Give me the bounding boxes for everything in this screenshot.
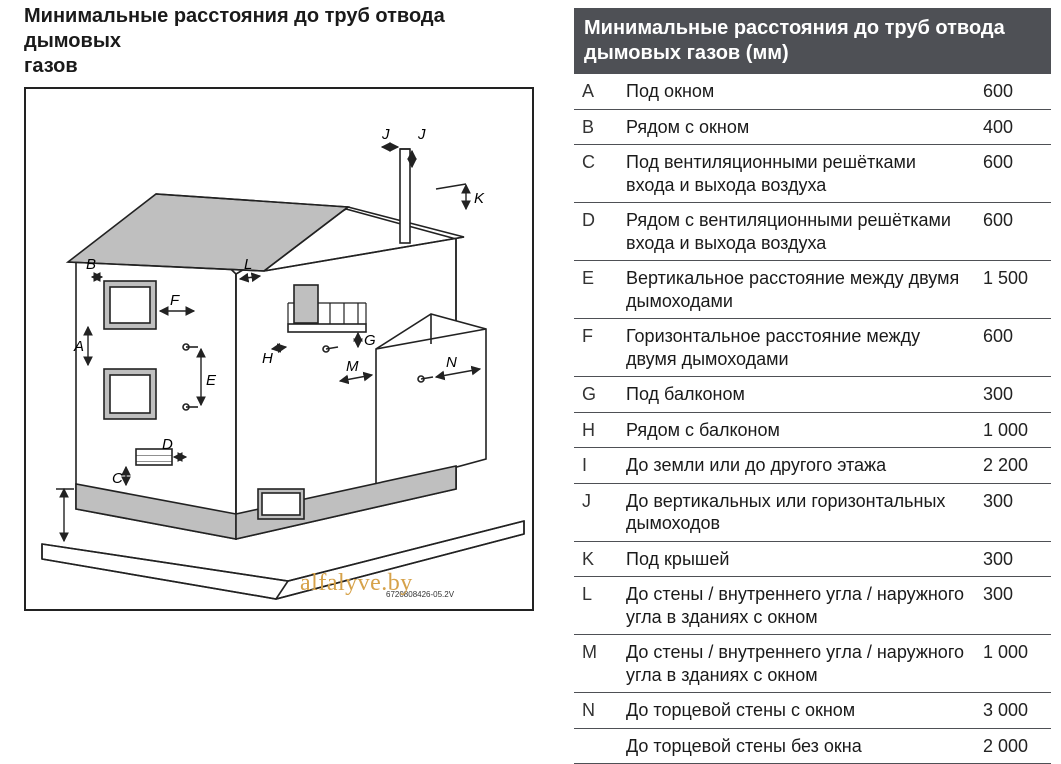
row-label: Под вентиляционными решётками входа и вы…	[618, 145, 975, 203]
row-label: Вертикальное расстояние между двумя дымо…	[618, 261, 975, 319]
row-label: Горизонтальное расстояние между двумя ды…	[618, 319, 975, 377]
svg-text:J: J	[417, 126, 426, 143]
row-code: E	[574, 261, 618, 319]
row-label: До стены / внутреннего угла / наружного …	[618, 635, 975, 693]
row-code: N	[574, 693, 618, 729]
row-label: Рядом с окном	[618, 109, 975, 145]
row-value: 1 500	[975, 261, 1051, 319]
table-body: A Под окном 600 B Рядом с окном 400 C По…	[574, 74, 1051, 764]
row-value: 600	[975, 145, 1051, 203]
row-value: 600	[975, 319, 1051, 377]
svg-text:B: B	[86, 256, 96, 273]
row-code: B	[574, 109, 618, 145]
row-label: До стены / внутреннего угла / наружного …	[618, 577, 975, 635]
row-code: I	[574, 448, 618, 484]
row-code: J	[574, 483, 618, 541]
svg-text:G: G	[364, 332, 376, 349]
table-row: J До вертикальных или горизонтальных дым…	[574, 483, 1051, 541]
right-column: Минимальные расстояния до труб отвода ды…	[574, 2, 1051, 709]
table-row: До торцевой стены без окна 2 000	[574, 728, 1051, 764]
distances-table: Минимальные расстояния до труб отвода ды…	[574, 8, 1051, 764]
row-value: 300	[975, 377, 1051, 413]
svg-text:N: N	[446, 354, 457, 371]
row-code: A	[574, 74, 618, 109]
row-label: До земли или до другого этажа	[618, 448, 975, 484]
row-value: 300	[975, 541, 1051, 577]
row-code: C	[574, 145, 618, 203]
row-code: G	[574, 377, 618, 413]
row-code: D	[574, 203, 618, 261]
row-label: Рядом с вентиляционными решётками входа …	[618, 203, 975, 261]
row-label: До торцевой стены с окном	[618, 693, 975, 729]
diagram-title: Минимальные расстояния до труб отвода ды…	[24, 4, 534, 79]
row-value: 600	[975, 74, 1051, 109]
row-code: F	[574, 319, 618, 377]
row-code: K	[574, 541, 618, 577]
row-label: Под окном	[618, 74, 975, 109]
table-row: C Под вентиляционными решётками входа и …	[574, 145, 1051, 203]
svg-text:J: J	[381, 126, 390, 143]
table-row: I До земли или до другого этажа 2 200	[574, 448, 1051, 484]
row-value: 300	[975, 577, 1051, 635]
page: Минимальные расстояния до труб отвода ды…	[0, 0, 1061, 709]
row-label: Под крышей	[618, 541, 975, 577]
diagram-ref: 6720808426-05.2V	[386, 590, 455, 599]
table-row: L До стены / внутреннего угла / наружног…	[574, 577, 1051, 635]
row-value: 400	[975, 109, 1051, 145]
table-row: M До стены / внутреннего угла / наружног…	[574, 635, 1051, 693]
row-value: 600	[975, 203, 1051, 261]
svg-text:C: C	[112, 470, 123, 487]
svg-text:H: H	[262, 350, 273, 367]
house-diagram: A B C D E F	[26, 89, 532, 609]
table-row: H Рядом с балконом 1 000	[574, 412, 1051, 448]
svg-text:D: D	[162, 436, 173, 453]
table-row: A Под окном 600	[574, 74, 1051, 109]
row-value: 1 000	[975, 412, 1051, 448]
row-code: H	[574, 412, 618, 448]
svg-text:A: A	[73, 338, 84, 355]
svg-text:L: L	[244, 256, 252, 273]
table-row: D Рядом с вентиляционными решётками вход…	[574, 203, 1051, 261]
diagram-frame: A B C D E F	[24, 87, 534, 611]
row-code: M	[574, 635, 618, 693]
svg-text:M: M	[346, 358, 359, 375]
row-value: 1 000	[975, 635, 1051, 693]
row-label: Рядом с балконом	[618, 412, 975, 448]
row-code: L	[574, 577, 618, 635]
row-code	[574, 728, 618, 764]
table-row: N До торцевой стены с окном 3 000	[574, 693, 1051, 729]
table-row: K Под крышей 300	[574, 541, 1051, 577]
row-value: 2 200	[975, 448, 1051, 484]
row-value: 2 000	[975, 728, 1051, 764]
row-label: До вертикальных или горизонтальных дымох…	[618, 483, 975, 541]
svg-text:F: F	[170, 292, 180, 309]
table-row: F Горизонтальное расстояние между двумя …	[574, 319, 1051, 377]
table-row: B Рядом с окном 400	[574, 109, 1051, 145]
row-value: 300	[975, 483, 1051, 541]
table-header: Минимальные расстояния до труб отвода ды…	[574, 8, 1051, 74]
table-row: G Под балконом 300	[574, 377, 1051, 413]
svg-text:K: K	[474, 190, 485, 207]
row-label: Под балконом	[618, 377, 975, 413]
left-column: Минимальные расстояния до труб отвода ды…	[24, 2, 534, 709]
table-row: E Вертикальное расстояние между двумя ды…	[574, 261, 1051, 319]
row-value: 3 000	[975, 693, 1051, 729]
svg-text:E: E	[206, 372, 217, 389]
row-label: До торцевой стены без окна	[618, 728, 975, 764]
